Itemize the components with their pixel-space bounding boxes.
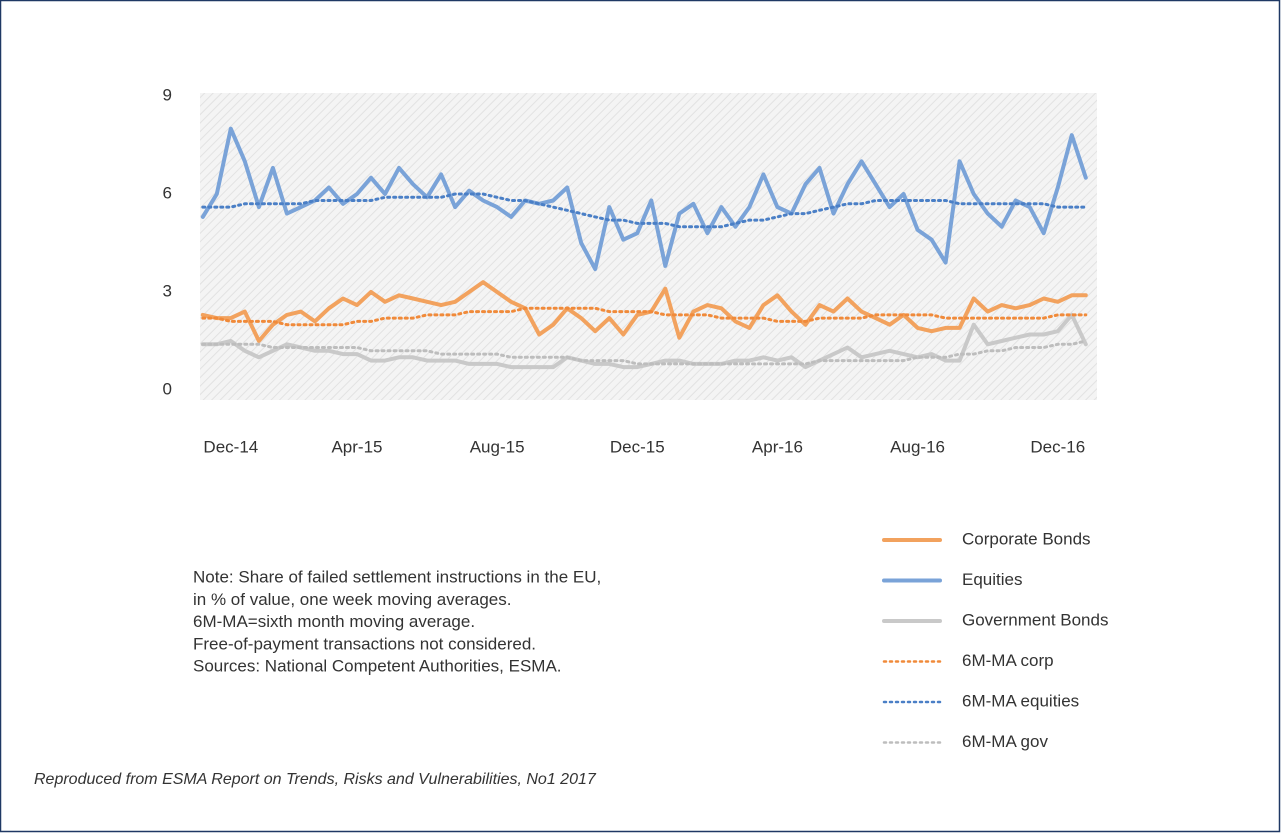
x-tick-label: Dec-16 bbox=[1030, 437, 1085, 456]
legend-label: 6M-MA gov bbox=[962, 732, 1048, 751]
x-tick-label: Dec-15 bbox=[610, 437, 665, 456]
x-tick-label: Aug-16 bbox=[890, 437, 945, 456]
x-tick-label: Apr-15 bbox=[331, 437, 382, 456]
note: Free-of-payment transactions not conside… bbox=[193, 634, 536, 653]
series-line bbox=[200, 126, 1088, 272]
legend-label: 6M-MA corp bbox=[962, 651, 1054, 670]
note: 6M-MA=sixth month moving average. bbox=[193, 612, 475, 631]
note: in % of value, one week moving averages. bbox=[193, 590, 511, 609]
y-tick-label: 0 bbox=[163, 379, 172, 398]
legend-label: 6M-MA equities bbox=[962, 691, 1079, 710]
legend-label: Government Bonds bbox=[962, 610, 1108, 629]
legend-label: Corporate Bonds bbox=[962, 529, 1091, 548]
source: Reproduced from ESMA Report on Trends, R… bbox=[34, 771, 597, 788]
y-tick-label: 6 bbox=[163, 183, 172, 202]
note: Sources: National Competent Authorities,… bbox=[193, 657, 562, 676]
x-tick-label: Aug-15 bbox=[470, 437, 525, 456]
legend-label: Equities bbox=[962, 570, 1022, 589]
x-tick-label: Dec-14 bbox=[203, 437, 258, 456]
series-line bbox=[200, 280, 1088, 343]
moving-average-line bbox=[201, 339, 1088, 366]
x-tick-label: Apr-16 bbox=[752, 437, 803, 456]
moving-average-line bbox=[201, 306, 1088, 327]
y-tick-label: 9 bbox=[163, 85, 172, 104]
y-tick-label: 3 bbox=[163, 281, 172, 300]
moving-average-line bbox=[201, 192, 1088, 229]
note: Note: Share of failed settlement instruc… bbox=[193, 567, 601, 586]
